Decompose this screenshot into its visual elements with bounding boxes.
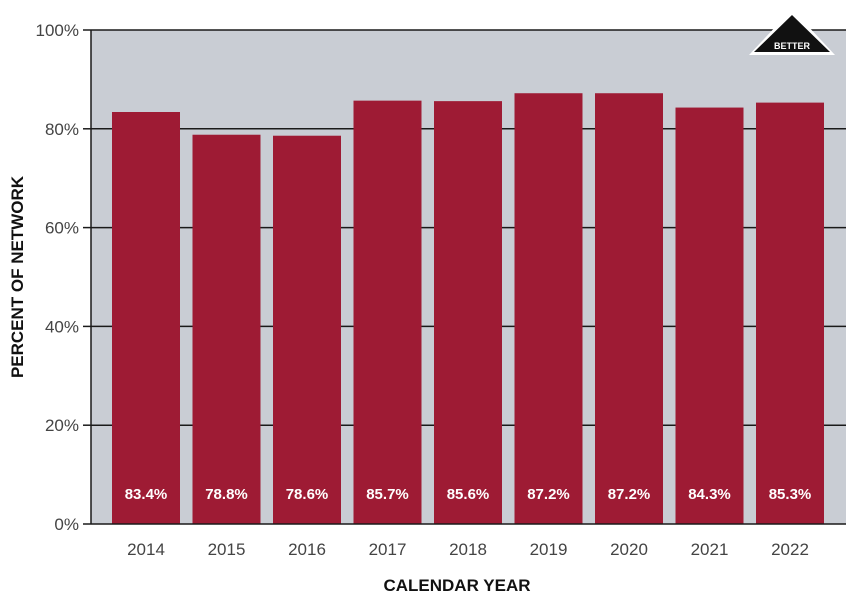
- bar-2018: [434, 101, 502, 525]
- bar-2019: [514, 93, 583, 525]
- bar-2022: [756, 102, 824, 525]
- x-tick-label-2015: 2015: [208, 540, 246, 559]
- data-label-2021: 84.3%: [688, 486, 731, 503]
- data-label-2018: 85.6%: [447, 486, 490, 503]
- bar-2014: [112, 112, 180, 524]
- better-badge: BETTER: [749, 9, 835, 55]
- x-tick-label-2014: 2014: [127, 540, 165, 559]
- bar-2017: [353, 100, 422, 524]
- better-arrow-shape: [754, 15, 830, 52]
- data-label-2017: 85.7%: [366, 486, 409, 503]
- x-tick-label-2019: 2019: [530, 540, 568, 559]
- x-axis-title: CALENDAR YEAR: [383, 576, 530, 592]
- x-tick-label-2017: 2017: [369, 540, 407, 559]
- data-label-2022: 85.3%: [769, 486, 812, 503]
- x-tick-label-2021: 2021: [691, 540, 729, 559]
- x-tick-label-2022: 2022: [771, 540, 809, 559]
- x-tick-label-2020: 2020: [610, 540, 648, 559]
- y-tick-label: 0%: [54, 515, 79, 534]
- data-label-2020: 87.2%: [608, 486, 651, 503]
- x-axis-ticks: 2014 2015 2016 2017 2018 2019 2020 2021 2022: [127, 540, 809, 559]
- x-tick-label-2016: 2016: [288, 540, 326, 559]
- data-label-2014: 83.4%: [125, 486, 168, 503]
- y-axis-ticks: 0% 20% 40% 60% 80% 100%: [36, 21, 91, 534]
- bar-2016: [273, 135, 341, 524]
- x-tick-label-2018: 2018: [449, 540, 487, 559]
- y-tick-label: 100%: [36, 21, 79, 40]
- y-axis-title: PERCENT OF NETWORK: [8, 175, 27, 378]
- data-label-2016: 78.6%: [286, 486, 329, 503]
- y-tick-label: 60%: [45, 219, 79, 238]
- y-tick-label: 20%: [45, 416, 79, 435]
- better-badge-label: BETTER: [774, 41, 811, 51]
- bars: 83.4% 78.8% 78.6% 85.7% 85.6% 87.2% 87.2% 84.3%…: [112, 93, 824, 525]
- bar-2015: [192, 134, 261, 524]
- bar-2020: [595, 93, 663, 525]
- bar-2021: [675, 107, 744, 525]
- data-label-2019: 87.2%: [527, 486, 570, 503]
- y-tick-label: 40%: [45, 317, 79, 336]
- y-tick-label: 80%: [45, 120, 79, 139]
- data-label-2015: 78.8%: [205, 486, 248, 503]
